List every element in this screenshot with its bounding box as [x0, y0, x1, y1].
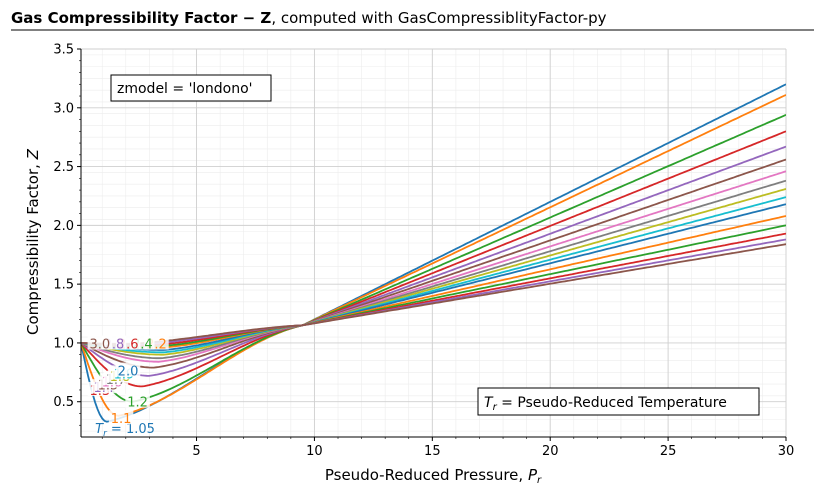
tr-legend-annotation: Tr = Pseudo-Reduced Temperature — [477, 387, 760, 416]
z-curve-tr-1_2 — [81, 113, 786, 403]
z-curve-tr-2_8 — [81, 238, 786, 346]
y-axis-label: Compressibility Factor, Z — [24, 148, 42, 335]
z-curve-tr-2_2 — [81, 215, 786, 349]
curve-label-tr-1_05: Tr = 1.05 — [95, 422, 155, 439]
svg-text:1.1: 1.1 — [111, 412, 132, 427]
svg-text:3.0: 3.0 — [90, 338, 111, 353]
chart-title: Gas Compressibility Factor − Z, computed… — [11, 9, 607, 27]
x-tick-label: 25 — [660, 444, 677, 459]
ticks: 5 10 15 20 25 30 0.5 1.0 1.5 2.0 2.5 3.0 3.5 — [53, 43, 794, 460]
svg-text:1.2: 1.2 — [127, 396, 148, 411]
tr-legend-text: Tr = Pseudo-Reduced Temperature — [484, 395, 727, 413]
z-curve-tr-1_7 — [81, 179, 786, 360]
curve-label-tr-2_0: 2.0 — [115, 362, 141, 380]
chart-title-bold: Gas Compressibility Factor − Z — [11, 9, 271, 27]
z-curve-tr-1_5 — [81, 158, 786, 369]
x-axis-label: Pseudo-Reduced Pressure, Pr — [325, 466, 542, 486]
curve-group — [81, 83, 786, 423]
x-tick-label: 10 — [306, 444, 323, 459]
z-curve-tr-1_6 — [81, 170, 786, 363]
y-tick-label: 2.5 — [53, 160, 74, 175]
x-tick-label: 20 — [542, 444, 559, 459]
zmodel-annotation: zmodel = 'londono' — [110, 74, 272, 102]
svg-text:2.0: 2.0 — [118, 365, 139, 380]
y-tick-label: 1.5 — [53, 278, 74, 293]
y-tick-label: 1.0 — [53, 336, 74, 351]
z-curve-tr-1_1 — [81, 94, 786, 417]
z-curves — [81, 83, 786, 423]
y-tick-label: 3.0 — [53, 101, 74, 116]
minor-grid — [81, 49, 786, 437]
z-curve-tr-2_4 — [81, 224, 786, 348]
curve-label-tr-3_0: 3.0 — [87, 335, 113, 353]
y-tick-label: 0.5 — [53, 395, 74, 410]
plot-area: 5 10 15 20 25 30 0.5 1.0 1.5 2.0 2.5 3.0 3.5 Tr = 1.… — [53, 43, 794, 460]
z-curve-tr-2_6 — [81, 232, 786, 347]
z-curve-tr-1_3 — [81, 130, 786, 388]
z-curve-tr-1_9 — [81, 196, 786, 354]
curve-labels: Tr = 1.051.11.21.31.41.51.61.71.81.92.02… — [87, 335, 169, 439]
chart-title-rest: , computed with GasCompressiblityFactor-… — [271, 9, 606, 27]
x-tick-label: 15 — [424, 444, 441, 459]
y-tick-label: 2.0 — [53, 219, 74, 234]
curve-label-tr-1_1: 1.1 — [108, 410, 134, 427]
z-curve-tr-3_0 — [81, 243, 786, 345]
z-curve-tr-1_8 — [81, 188, 786, 356]
y-tick-label: 3.5 — [53, 43, 74, 58]
x-tick-label: 30 — [778, 444, 795, 459]
curve-label-tr-1_2: 1.2 — [125, 393, 150, 411]
svg-text:Tr = 1.05: Tr = 1.05 — [95, 422, 155, 439]
zmodel-text: zmodel = 'londono' — [117, 81, 253, 97]
z-curve-tr-2_0 — [81, 203, 786, 351]
z-curve-tr-1_4 — [81, 145, 786, 377]
x-tick-label: 5 — [192, 444, 200, 459]
